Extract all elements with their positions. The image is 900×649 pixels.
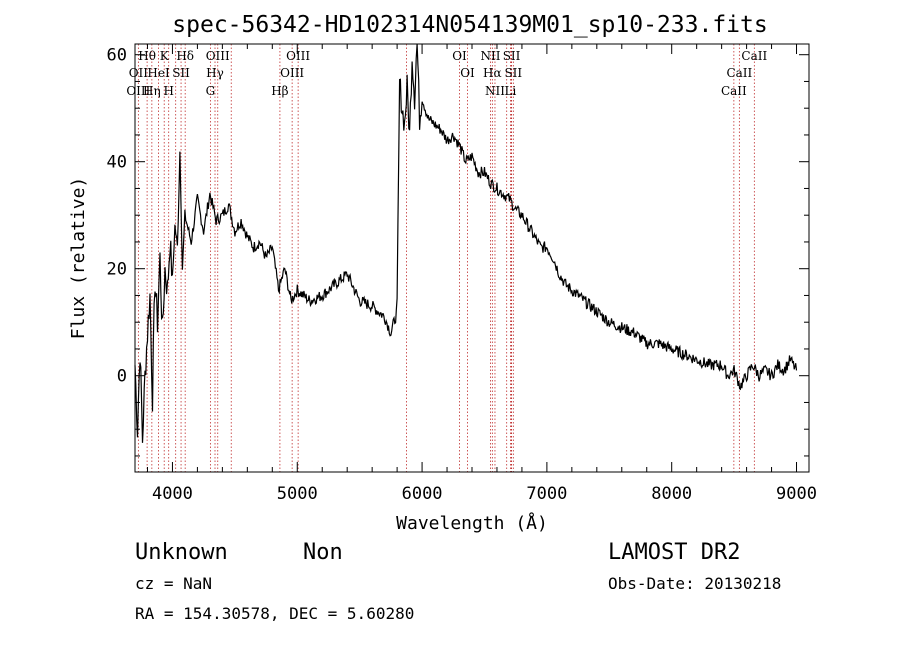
survey-name: LAMOST DR2 — [608, 540, 740, 565]
x-tick-label: 8000 — [651, 484, 692, 504]
y-axis-label: Flux (relative) — [68, 177, 89, 340]
spectral-marker-lines — [137, 44, 755, 472]
y-tick-label: 0 — [117, 367, 127, 387]
spectral-line-label: OII — [129, 66, 149, 80]
spectral-line-label: SII — [504, 66, 522, 80]
spectral-line-label: NII — [480, 49, 500, 63]
spectrum-series-line — [134, 43, 798, 443]
spectral-line-label: SII — [172, 66, 190, 80]
x-axis-label: Wavelength (Å) — [396, 512, 548, 534]
x-tick-label: 5000 — [277, 484, 318, 504]
spectral-line-label: Hδ — [176, 49, 194, 63]
x-tick-label: 7000 — [526, 484, 567, 504]
spectral-line-label: K — [160, 49, 170, 63]
object-class: Unknown — [135, 540, 228, 565]
spectral-line-label: Li — [505, 84, 517, 98]
spectral-line-label: OIII — [280, 66, 304, 80]
spectral-line-label: SII — [503, 49, 521, 63]
spectral-line-label: Hγ — [206, 66, 224, 80]
obs-date: Obs-Date: 20130218 — [608, 574, 781, 593]
spectral-line-label: HeI — [147, 66, 170, 80]
y-tick-label: 40 — [107, 153, 127, 173]
x-axis: 4000 5000 6000 7000 8000 9000 — [146, 44, 817, 504]
x-tick-label: 6000 — [402, 484, 443, 504]
y-tick-label: 60 — [107, 46, 127, 66]
y-axis: 0 20 40 60 — [107, 46, 809, 457]
spectral-line-label: CaII — [721, 84, 747, 98]
y-tick-label: 20 — [107, 260, 127, 280]
spectral-line-label: OIII — [126, 84, 150, 98]
spectral-line-label: G — [206, 84, 216, 98]
spectral-line-label: OI — [452, 49, 467, 63]
spectral-line-label: Hα — [483, 66, 502, 80]
spectral-line-label: CaII — [726, 66, 752, 80]
spectral-line-label: OI — [460, 66, 475, 80]
spectral-line-label: H — [163, 84, 173, 98]
spectral-line-label: Hβ — [271, 84, 288, 98]
spectral-line-label: OIII — [206, 49, 230, 63]
x-tick-label: 4000 — [152, 484, 193, 504]
spectral-line-label: NII — [485, 84, 505, 98]
cz-value: cz = NaN — [135, 574, 212, 593]
spectral-line-label: CaII — [741, 49, 767, 63]
spectral-line-label: Hη — [143, 84, 161, 98]
plot-frame — [134, 43, 810, 473]
ra-dec: RA = 154.30578, DEC = 5.60280 — [135, 604, 414, 623]
x-tick-label: 9000 — [776, 484, 817, 504]
spectral-line-label: OIII — [286, 49, 310, 63]
object-subclass: Non — [303, 540, 343, 565]
spectral-line-label: Hθ — [138, 49, 156, 63]
chart-title: spec-56342-HD102314N054139M01_sp10-233.f… — [172, 12, 767, 38]
